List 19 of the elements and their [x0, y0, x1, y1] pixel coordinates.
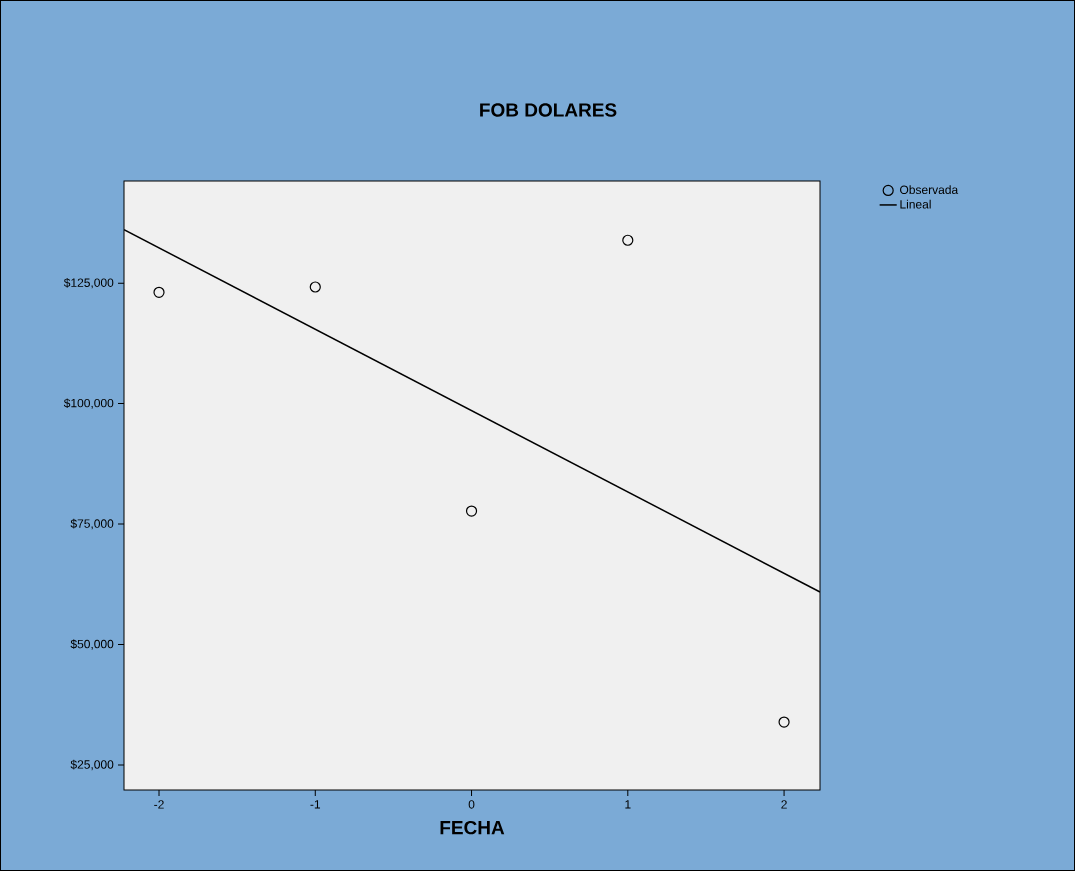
x-tick-label: -1: [310, 800, 321, 809]
point: [465, 505, 478, 517]
y-tick-label: $100,000: [63, 398, 114, 409]
x-tick-label: 2: [781, 800, 787, 809]
y-tick-label: $50,000: [70, 639, 114, 650]
chart-title: FOB DOLARES: [480, 103, 617, 117]
y-tick-label: $125,000: [63, 277, 114, 289]
point: [622, 234, 634, 246]
x-tick-label: -2: [154, 800, 164, 809]
x-axis-title: FECHA: [440, 820, 505, 835]
point: [153, 286, 165, 298]
point: [309, 281, 321, 293]
x-tick-label: 1: [625, 800, 631, 809]
point: [778, 716, 790, 728]
legend-label: Lineal: [900, 199, 931, 209]
legend-label: Observada: [900, 185, 959, 194]
x-tick-label: 0: [468, 800, 475, 809]
y-tick-label: $75,000: [70, 518, 114, 530]
y-tick-label: $25,000: [70, 759, 114, 771]
